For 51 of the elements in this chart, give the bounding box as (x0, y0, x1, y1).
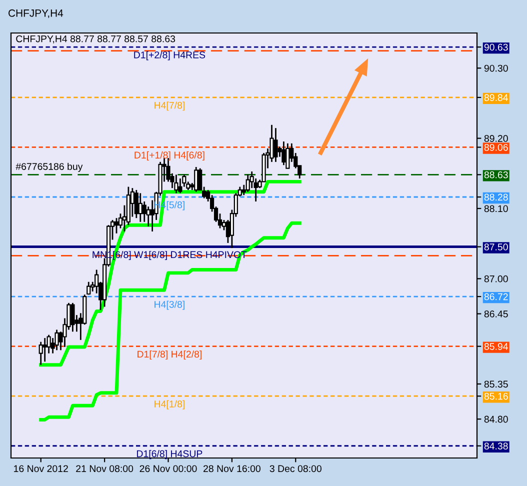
annotation: #67765186 buy (16, 162, 83, 172)
ref-line-label: D1[6/8] H4SUP (137, 450, 202, 460)
x-tick-label: 3 Dec 08:00 (270, 465, 322, 472)
chart-title: CHFJPY,H4 (8, 9, 64, 18)
chart-subtitle: CHFJPY,H4 88.77 88.77 88.57 88.63 (16, 35, 176, 44)
candlestick (86, 281, 91, 296)
candlestick (54, 329, 59, 351)
candlestick (146, 206, 150, 228)
x-tick-label: 21 Nov 08:00 (76, 465, 134, 472)
line-series (39, 221, 302, 422)
candlestick (134, 189, 138, 219)
y-tick-label: 90.30 (484, 64, 508, 72)
y-tick-label: 84.38 (484, 442, 508, 450)
x-tick-label: 28 Nov 16:00 (204, 465, 260, 472)
candlestick (178, 178, 182, 194)
candlestick (38, 341, 43, 366)
candlestick (70, 302, 75, 332)
y-tick-label: 88.10 (484, 205, 508, 212)
candlestick (42, 337, 47, 362)
candlestick (282, 140, 286, 166)
y-tick-label: 84.80 (484, 416, 508, 423)
candlestick (114, 217, 119, 234)
y-tick-label: 88.63 (484, 171, 508, 178)
y-tick-label: 87.00 (484, 275, 508, 282)
candlestick (174, 174, 178, 194)
y-tick-label: 86.45 (484, 310, 508, 318)
ref-line-label: H4[1/8] (154, 400, 184, 410)
y-tick-label: 89.84 (484, 94, 508, 102)
ref-line-label: D1[7/8] H4[2/8] (138, 350, 202, 360)
candlestick (142, 200, 146, 223)
candlestick (194, 166, 198, 193)
candlestick (286, 142, 290, 169)
candlestick (246, 174, 250, 193)
y-tick-label: 89.20 (484, 135, 508, 142)
y-tick-label: 85.35 (484, 380, 508, 388)
candlestick (274, 127, 278, 163)
line-series (39, 180, 302, 367)
x-tick-label: 16 Nov 2012 (14, 465, 68, 472)
candlestick (138, 192, 142, 223)
y-tick-label: 90.63 (484, 44, 508, 51)
y-tick-label: 88.28 (484, 194, 508, 201)
y-tick-label: 87.50 (484, 244, 508, 250)
x-tick-label: 26 Nov 00:00 (140, 465, 197, 472)
y-tick-label: 85.94 (484, 343, 508, 350)
y-tick-label: 89.06 (484, 144, 508, 151)
ref-line-label: H4[7/8] (154, 102, 184, 111)
y-tick-label: 85.16 (484, 392, 508, 400)
y-tick-label: 86.72 (484, 293, 508, 300)
ref-line-label: D1[+1/8] H4[6/8] (134, 151, 204, 160)
ref-line-label: H4[3/8] (154, 300, 184, 310)
ref-line-label: D1[+2/8] H4RES (134, 51, 206, 60)
